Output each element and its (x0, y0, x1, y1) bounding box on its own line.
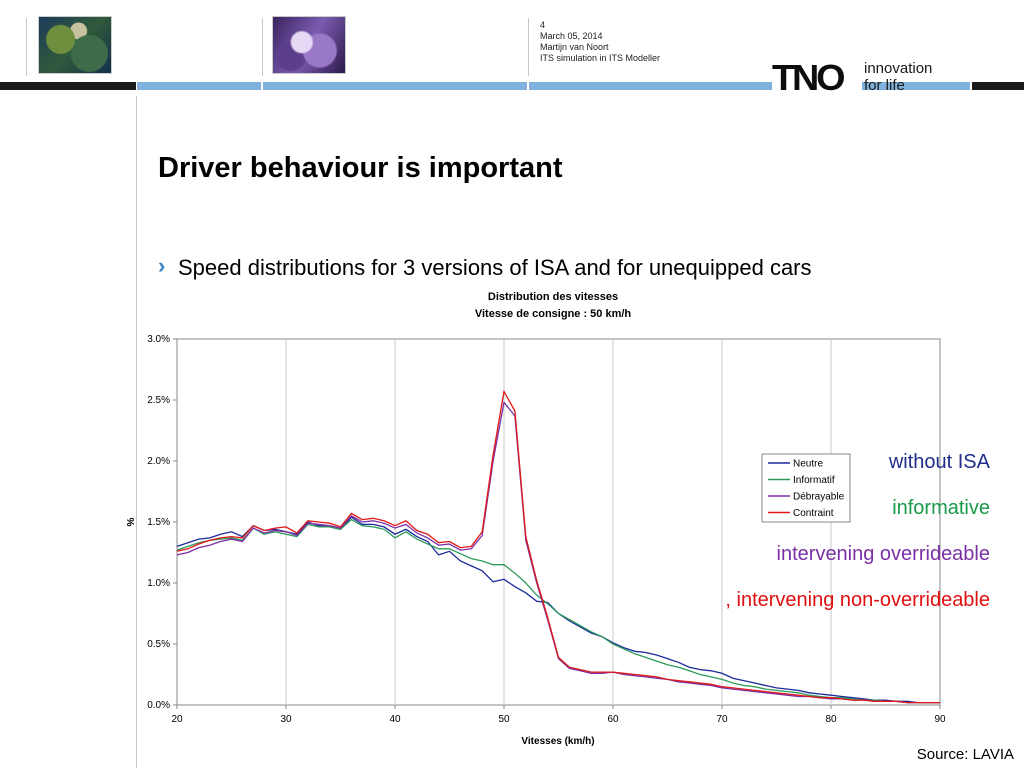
series-line-informatif (176, 518, 940, 704)
header-bar-black (972, 82, 1024, 90)
tno-logo: TNO innovation for life (772, 58, 972, 98)
x-tick-label: 50 (498, 714, 510, 725)
logo-tagline-line1: innovation (864, 60, 933, 77)
source-note: Source: LAVIA (916, 746, 1014, 763)
slide-title: Driver behaviour is important (158, 152, 563, 184)
page-number: 4 (540, 20, 546, 30)
x-tick-label: 60 (607, 714, 619, 725)
logo-tagline-line2: for life (864, 77, 905, 94)
series-line-contraint (176, 389, 940, 704)
bullet-chevron-icon: › (158, 253, 166, 278)
y-tick-label: 2.5% (147, 395, 170, 406)
header-bar-blue (862, 82, 970, 90)
map-thumbnail-image (38, 16, 112, 74)
chart-legend: Neutre Informatif Débrayable Contraint (761, 453, 851, 523)
y-tick-label: 1.5% (147, 517, 170, 528)
bullet-text: Speed distributions for 3 versions of IS… (178, 255, 812, 280)
y-tick-label: 1.0% (147, 578, 170, 589)
logo-main-text: TNO (772, 57, 845, 98)
header-divider (528, 18, 529, 76)
y-axis-label: % (126, 517, 137, 526)
header-bar-black (0, 82, 136, 90)
legend-entry: Informatif (793, 475, 835, 486)
annotation-informative: informative (892, 497, 990, 519)
y-tick-label: 0.0% (147, 700, 170, 711)
y-tick-label: 3.0% (147, 334, 170, 345)
header-subject: ITS simulation in ITS Modeller (540, 53, 661, 63)
y-tick-label: 2.0% (147, 456, 170, 467)
annotation-intervening-overrideable: intervening overrideable (776, 543, 990, 565)
left-margin-line (136, 96, 137, 768)
x-axis-label: Vitesses (km/h) (521, 736, 594, 747)
chart-subtitle: Vitesse de consigne : 50 km/h (475, 308, 632, 320)
header-date: March 05, 2014 (540, 31, 603, 41)
x-tick-label: 20 (171, 714, 183, 725)
legend-entry: Neutre (793, 459, 823, 470)
header-bar-blue (137, 82, 261, 90)
header-divider (262, 18, 263, 76)
header-bar-blue (263, 82, 527, 90)
header-bar-blue (529, 82, 772, 90)
x-tick-label: 90 (934, 714, 946, 725)
x-tick-label: 30 (280, 714, 292, 725)
legend-entry: Débrayable (793, 492, 845, 503)
x-tick-label: 40 (389, 714, 401, 725)
x-tick-label: 80 (825, 714, 837, 725)
x-tick-label: 70 (716, 714, 728, 725)
y-tick-label: 0.5% (147, 639, 170, 650)
legend-entry: Contraint (793, 508, 834, 519)
header-divider (26, 18, 27, 76)
header-author: Martijn van Noort (540, 42, 609, 52)
annotation-without-isa: without ISA (888, 451, 990, 473)
chart-title: Distribution des vitesses (488, 291, 618, 303)
purple-thumbnail-image (272, 16, 346, 74)
annotation-intervening-non-overrideable: , intervening non-overrideable (725, 589, 990, 611)
